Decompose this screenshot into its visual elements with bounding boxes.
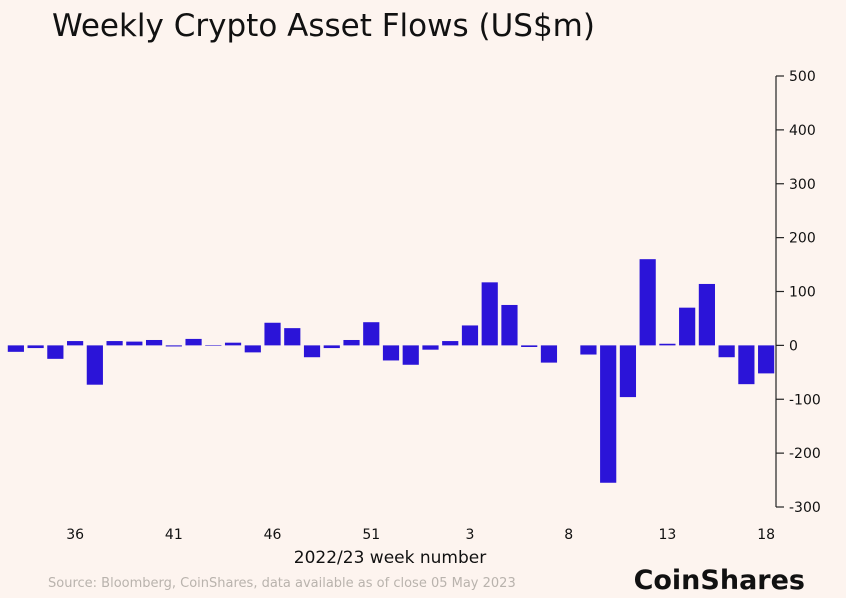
bar [67, 341, 84, 346]
y-tick-label: 500 [789, 69, 816, 85]
bar [580, 345, 597, 355]
y-tick-label: -300 [789, 500, 821, 516]
bar [758, 345, 775, 374]
x-tick-label: 18 [757, 527, 775, 543]
x-tick-label: 13 [658, 527, 676, 543]
x-tick-label: 3 [466, 527, 475, 543]
bar [303, 345, 321, 358]
bar [126, 341, 143, 346]
bar [27, 345, 44, 349]
bar [363, 322, 380, 346]
bar [205, 345, 222, 346]
bar [264, 322, 281, 346]
bar [165, 345, 182, 347]
y-tick-label: 0 [789, 338, 798, 354]
y-tick-label: -200 [789, 446, 821, 462]
x-tick-label: 8 [564, 527, 573, 543]
bar [639, 259, 656, 346]
bar [540, 345, 558, 363]
bar [7, 345, 24, 352]
y-tick-label: 300 [789, 177, 816, 193]
y-tick-label: 400 [789, 123, 816, 139]
x-tick-label: 51 [362, 527, 380, 543]
bar [442, 341, 459, 346]
chart-title: Weekly Crypto Asset Flows (US$m) [52, 8, 595, 44]
x-axis-label: 2022/23 week number [294, 548, 486, 568]
x-tick-label: 46 [264, 527, 282, 543]
bar [659, 343, 676, 346]
bar [86, 345, 103, 385]
brand-logo: CoinShares [634, 565, 805, 594]
bar [521, 345, 538, 347]
bar [382, 345, 400, 361]
bar [461, 325, 479, 346]
bar [738, 345, 755, 385]
bar [185, 338, 202, 346]
source-note: Source: Bloomberg, CoinShares, data avai… [48, 576, 516, 591]
y-tick-label: 200 [789, 231, 816, 247]
bar [224, 342, 242, 346]
bar [106, 341, 123, 346]
y-tick-label: 100 [789, 285, 816, 301]
x-tick-label: 41 [165, 527, 183, 543]
bar [501, 304, 518, 346]
x-tick-label: 36 [66, 527, 84, 543]
bar [343, 339, 360, 346]
bar [422, 345, 439, 350]
bar [244, 345, 261, 353]
bar [619, 345, 637, 398]
bar [698, 283, 715, 346]
bar [718, 345, 735, 358]
bar [323, 345, 340, 349]
bar [284, 328, 301, 346]
bar [402, 345, 419, 365]
bar [600, 345, 617, 483]
y-tick-label: -100 [789, 392, 821, 408]
bar [47, 345, 64, 359]
bar [145, 339, 163, 346]
bar [481, 282, 498, 346]
bar [679, 307, 696, 346]
